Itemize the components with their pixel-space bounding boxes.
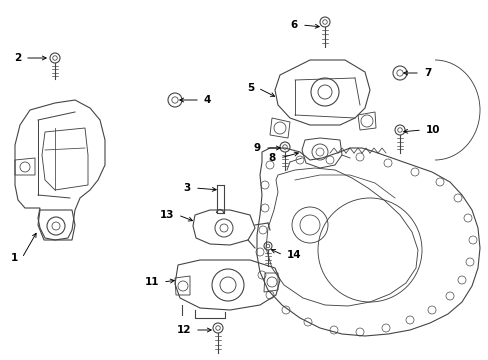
Text: 11: 11 bbox=[144, 277, 159, 287]
Text: 7: 7 bbox=[423, 68, 430, 78]
Text: 4: 4 bbox=[203, 95, 211, 105]
Text: 12: 12 bbox=[176, 325, 191, 335]
Text: 3: 3 bbox=[183, 183, 191, 193]
Text: 9: 9 bbox=[253, 143, 261, 153]
Text: 1: 1 bbox=[11, 253, 18, 263]
Text: 6: 6 bbox=[290, 20, 297, 30]
Text: 2: 2 bbox=[14, 53, 21, 63]
Text: 14: 14 bbox=[286, 250, 301, 260]
Text: 8: 8 bbox=[268, 153, 275, 163]
Text: 13: 13 bbox=[159, 210, 174, 220]
Text: 5: 5 bbox=[246, 83, 253, 93]
Text: 10: 10 bbox=[425, 125, 440, 135]
